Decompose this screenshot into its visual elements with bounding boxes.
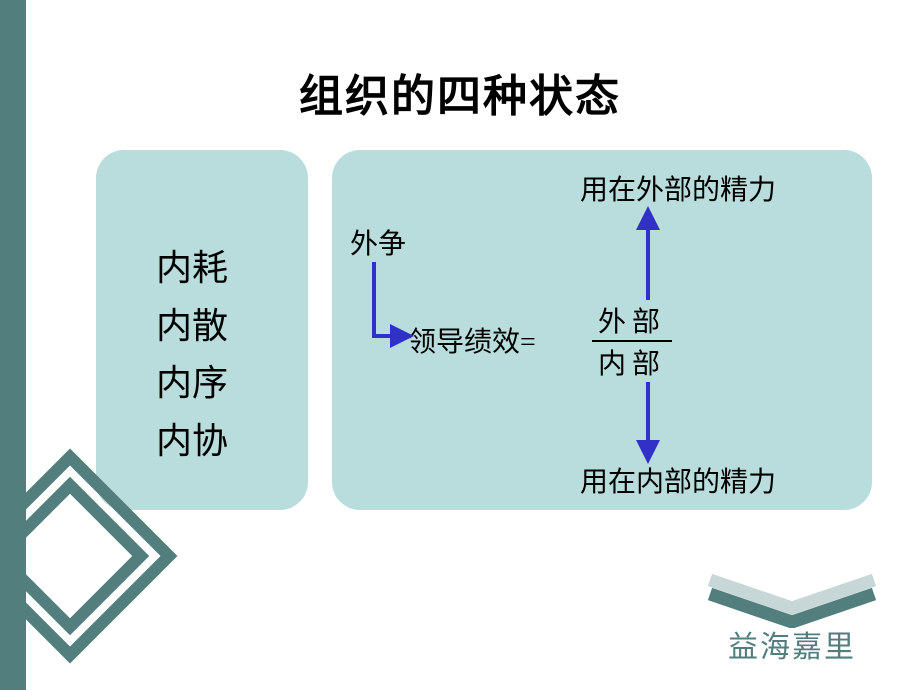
corner-diamond-decor <box>0 426 200 686</box>
logo-chevron-icon <box>702 572 882 628</box>
logo-text: 益海嘉里 <box>728 622 856 666</box>
arrow-elbow-icon <box>374 262 406 336</box>
